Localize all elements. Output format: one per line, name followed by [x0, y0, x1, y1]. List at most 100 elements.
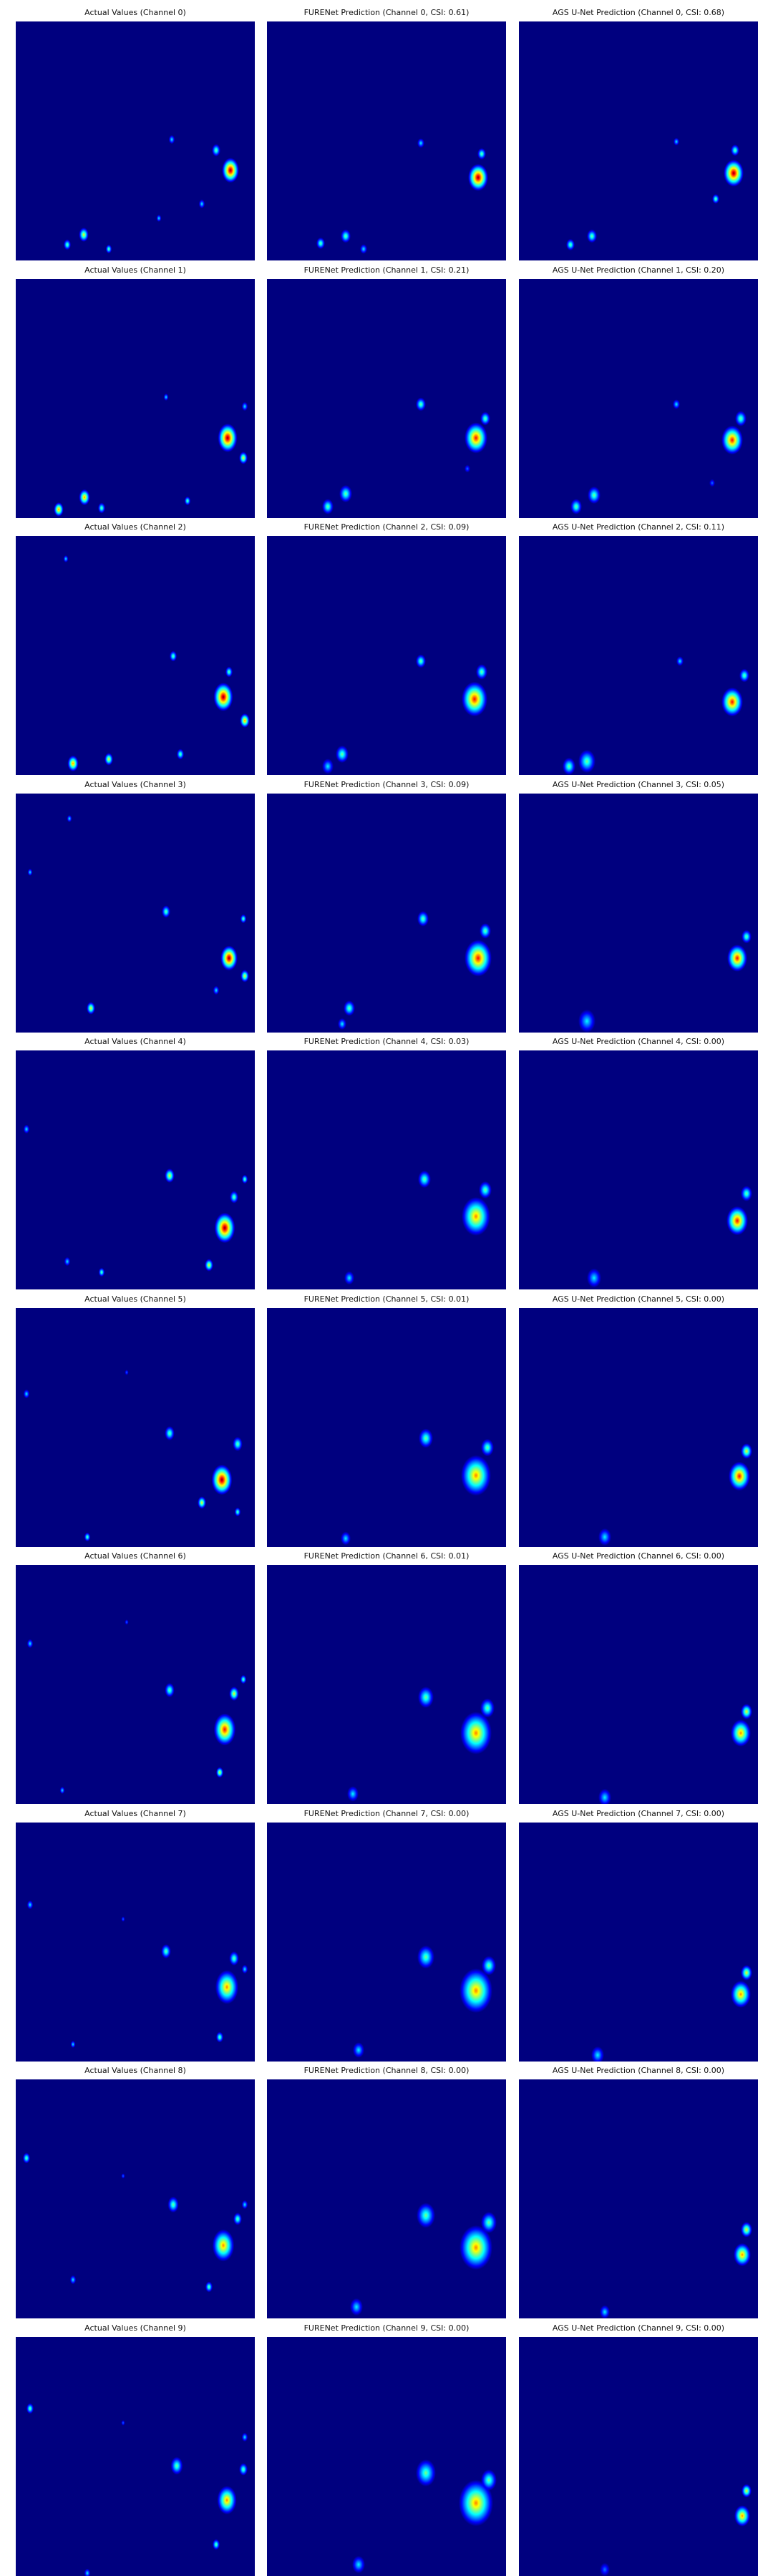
echo-blob [462, 682, 487, 717]
echo-blob [460, 1968, 492, 2012]
echo-blob [177, 749, 184, 760]
echo-blob [742, 2484, 752, 2497]
echo-blob [64, 1257, 71, 1267]
radar-field-svg [16, 536, 255, 775]
radar-field-svg [267, 1308, 506, 1547]
radar-field-image [519, 279, 758, 518]
echo-blob [465, 422, 487, 453]
panel-actual-channel-2: Actual Values (Channel 2) [16, 518, 255, 775]
echo-blob [84, 1532, 91, 1541]
radar-field-image [519, 1823, 758, 2062]
echo-blob [416, 655, 426, 668]
panel-agsunet-channel-7: AGS U-Net Prediction (Channel 7, CSI: 0.… [519, 1805, 758, 2062]
echo-blob [225, 667, 233, 678]
echo-blob [67, 815, 72, 822]
background [267, 1050, 506, 1289]
echo-blob [60, 1787, 65, 1794]
echo-blob [242, 2432, 248, 2441]
echo-blob [240, 914, 247, 923]
radar-field-svg [16, 1050, 255, 1289]
radar-field-svg [16, 1565, 255, 1804]
radar-field-svg [519, 536, 758, 775]
radar-field-image [519, 1565, 758, 1804]
echo-blob [563, 758, 575, 775]
echo-blob [731, 1981, 751, 2008]
echo-blob [215, 1213, 235, 1244]
radar-field-image [16, 2337, 255, 2576]
echo-blob [360, 244, 367, 254]
echo-blob [712, 194, 719, 204]
echo-blob [157, 215, 162, 222]
echo-blob [709, 479, 715, 487]
echo-blob [741, 1186, 752, 1201]
echo-blob [418, 1687, 434, 1708]
background [519, 1565, 758, 1804]
panel-title: AGS U-Net Prediction (Channel 0, CSI: 0.… [519, 4, 758, 21]
echo-blob [106, 245, 112, 254]
panel-title: AGS U-Net Prediction (Channel 1, CSI: 0.… [519, 261, 758, 279]
radar-field-image [519, 2337, 758, 2576]
panel-furenet-channel-6: FURENet Prediction (Channel 6, CSI: 0.01… [267, 1547, 506, 1804]
echo-blob [352, 2555, 365, 2572]
echo-blob [198, 1496, 206, 1509]
radar-field-image [267, 279, 506, 518]
background [519, 1823, 758, 2062]
echo-blob [482, 1956, 496, 1975]
echo-blob [742, 930, 752, 943]
echo-blob [162, 905, 170, 918]
echo-blob [417, 1945, 434, 1968]
echo-blob [230, 1191, 238, 1204]
echo-blob [735, 411, 747, 426]
radar-field-svg [16, 794, 255, 1033]
echo-blob [239, 452, 248, 464]
echo-blob [578, 1009, 595, 1032]
panel-actual-channel-9: Actual Values (Channel 9) [16, 2319, 255, 2576]
echo-blob [71, 2041, 76, 2048]
panel-title: AGS U-Net Prediction (Channel 9, CSI: 0.… [519, 2319, 758, 2337]
echo-blob [481, 2469, 497, 2491]
panel-agsunet-channel-2: AGS U-Net Prediction (Channel 2, CSI: 0.… [519, 518, 758, 775]
radar-field-svg [16, 2079, 255, 2318]
background [267, 536, 506, 775]
radar-field-svg [267, 21, 506, 260]
echo-blob [215, 1970, 238, 2004]
echo-blob [242, 401, 248, 411]
radar-field-svg [519, 1565, 758, 1804]
echo-blob [167, 2197, 178, 2213]
echo-blob [125, 1370, 128, 1375]
radar-field-image [267, 1050, 506, 1289]
echo-blob [28, 869, 33, 876]
background [519, 2079, 758, 2318]
panel-actual-channel-8: Actual Values (Channel 8) [16, 2062, 255, 2318]
echo-blob [417, 911, 429, 927]
radar-field-image [519, 2079, 758, 2318]
echo-blob [121, 2420, 125, 2426]
radar-field-svg [267, 1565, 506, 1804]
panel-title: Actual Values (Channel 3) [16, 776, 255, 794]
panel-title: FURENet Prediction (Channel 0, CSI: 0.61… [267, 4, 506, 21]
panel-furenet-channel-1: FURENet Prediction (Channel 1, CSI: 0.21… [267, 261, 506, 518]
background [267, 1565, 506, 1804]
radar-field-svg [16, 1823, 255, 2062]
echo-blob [171, 2457, 183, 2474]
echo-blob [588, 486, 601, 503]
radar-field-svg [519, 1050, 758, 1289]
radar-field-svg [519, 794, 758, 1033]
echo-blob [479, 1181, 492, 1199]
radar-field-image [16, 1823, 255, 2062]
echo-blob [676, 656, 684, 666]
panel-title: Actual Values (Channel 4) [16, 1033, 255, 1050]
echo-blob [216, 2031, 223, 2042]
echo-blob [417, 2202, 435, 2228]
echo-blob [600, 2306, 610, 2318]
background [16, 536, 255, 775]
radar-field-image [267, 536, 506, 775]
radar-field-svg [267, 1823, 506, 2062]
radar-field-image [267, 1308, 506, 1547]
background [519, 21, 758, 260]
background [16, 2337, 255, 2576]
radar-field-svg [519, 1308, 758, 1547]
echo-blob [222, 158, 239, 183]
echo-blob [721, 688, 743, 717]
echo-blob [24, 1389, 30, 1398]
